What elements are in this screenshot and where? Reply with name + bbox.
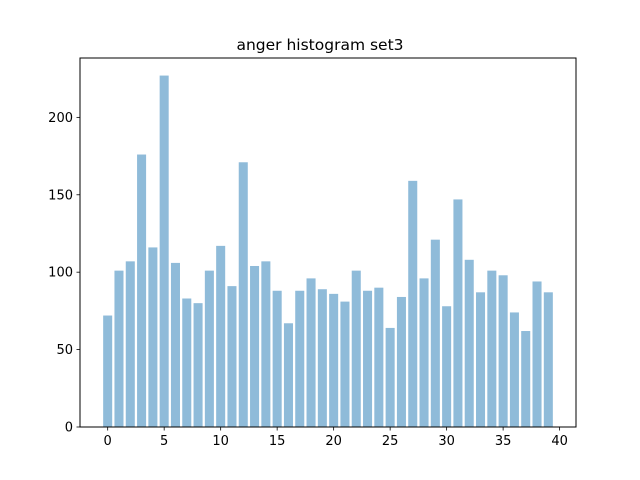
bar-4: [148, 247, 158, 427]
y-tick-label-200: 200: [48, 111, 73, 126]
y-tick-label-50: 50: [56, 343, 73, 358]
bar-11: [227, 286, 237, 427]
bar-13: [250, 265, 260, 427]
bar-22: [351, 270, 361, 427]
bar-15: [272, 290, 282, 427]
bar-35: [498, 275, 508, 427]
x-tick-label-35: 35: [495, 434, 512, 449]
bar-20: [329, 293, 339, 427]
plot-area-frame: [79, 57, 577, 428]
x-tick-label-10: 10: [212, 434, 229, 449]
bar-9: [204, 270, 214, 427]
bar-1: [114, 270, 124, 427]
bar-5: [159, 75, 169, 427]
y-tick-label-100: 100: [48, 266, 73, 281]
bar-3: [137, 154, 147, 427]
bar-17: [295, 290, 305, 427]
x-tick-label-25: 25: [382, 434, 399, 449]
bar-21: [340, 301, 350, 427]
bar-39: [543, 292, 553, 427]
bar-36: [509, 312, 519, 427]
bar-12: [238, 162, 248, 427]
bar-7: [182, 298, 192, 427]
x-tick-label-15: 15: [269, 434, 286, 449]
bar-8: [193, 303, 203, 427]
bar-33: [476, 292, 486, 427]
chart-title: anger histogram set3: [236, 36, 403, 54]
x-tick-label-5: 5: [160, 434, 168, 449]
bar-37: [521, 331, 531, 427]
bar-18: [306, 278, 316, 427]
bar-14: [261, 261, 271, 427]
bar-6: [170, 262, 180, 427]
bar-38: [532, 281, 542, 427]
bar-24: [374, 287, 384, 427]
y-tick-label-150: 150: [48, 188, 73, 203]
x-axis: 0 5 10 15 20 25 30 35 40: [104, 427, 568, 449]
bar-31: [453, 199, 463, 427]
bar-27: [408, 180, 418, 427]
bar-34: [487, 270, 497, 427]
x-tick-label-40: 40: [551, 434, 568, 449]
bar-10: [216, 245, 226, 427]
bar-16: [283, 323, 293, 427]
bar-2: [125, 261, 135, 427]
bar-19: [317, 289, 327, 427]
y-axis: 0 50 100 150 200: [48, 111, 80, 436]
bar-32: [464, 259, 474, 427]
bar-30: [442, 306, 452, 427]
bar-25: [385, 327, 395, 427]
x-tick-label-20: 20: [325, 434, 342, 449]
bar-26: [396, 296, 406, 427]
x-tick-label-0: 0: [104, 434, 112, 449]
bar-23: [363, 290, 373, 427]
bar-29: [430, 239, 440, 427]
bar-0: [103, 315, 113, 427]
x-tick-label-30: 30: [438, 434, 455, 449]
bars-group: [103, 75, 553, 427]
bar-28: [419, 278, 429, 427]
y-tick-label-0: 0: [65, 421, 73, 436]
